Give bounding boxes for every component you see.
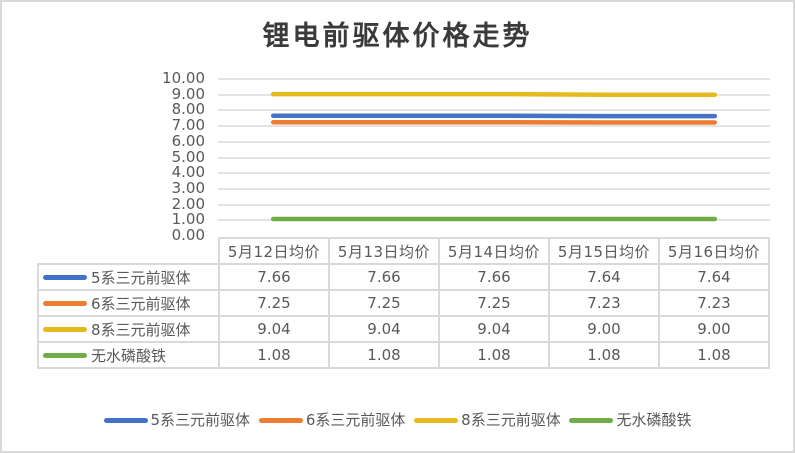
y-tick-label: 4.00 xyxy=(171,163,205,182)
table-cell: 7.23 xyxy=(658,289,770,317)
column-header: 5月15日均价 xyxy=(548,237,660,265)
y-tick-label: 1.00 xyxy=(171,210,205,229)
y-tick-label: 2.00 xyxy=(171,194,205,213)
table-cell: 1.08 xyxy=(438,341,550,369)
gridline xyxy=(218,156,770,159)
gridline xyxy=(218,109,770,112)
y-tick-label: 5.00 xyxy=(171,147,205,166)
legend-item: 5系三元前驱体 xyxy=(103,409,251,430)
series-swatch-icon xyxy=(43,274,87,280)
row-header: 8系三元前驱体 xyxy=(37,315,220,343)
legend-label: 无水磷酸铁 xyxy=(616,411,692,429)
row-label: 8系三元前驱体 xyxy=(91,320,191,339)
table-cell: 9.04 xyxy=(218,315,330,343)
table-cell: 1.08 xyxy=(548,341,660,369)
legend-label: 8系三元前驱体 xyxy=(461,411,561,429)
y-tick-label: 9.00 xyxy=(171,84,205,103)
gridline xyxy=(218,172,770,175)
row-label: 6系三元前驱体 xyxy=(91,294,191,313)
table-cell: 9.04 xyxy=(438,315,550,343)
column-header: 5月12日均价 xyxy=(218,237,330,265)
table-row: 5系三元前驱体 7.66 7.66 7.66 7.64 7.64 xyxy=(37,263,770,291)
row-header: 5系三元前驱体 xyxy=(37,263,220,291)
legend-swatch-icon xyxy=(569,418,614,423)
series-swatch-icon xyxy=(43,300,87,306)
table-cell: 1.08 xyxy=(328,341,440,369)
table-cell: 7.25 xyxy=(438,289,550,317)
y-tick-label: 6.00 xyxy=(171,131,205,150)
row-label: 无水磷酸铁 xyxy=(91,346,167,365)
gridline xyxy=(218,140,770,143)
gridline xyxy=(218,203,770,206)
legend-swatch-icon xyxy=(258,418,303,423)
legend-swatch-icon xyxy=(103,418,148,423)
table-row: 无水磷酸铁 1.08 1.08 1.08 1.08 1.08 xyxy=(37,341,770,369)
series-swatch-icon xyxy=(43,352,87,358)
data-table: 5月12日均价 5月13日均价 5月14日均价 5月15日均价 5月16日均价 … xyxy=(37,237,770,369)
data-table-header-row: 5月12日均价 5月13日均价 5月14日均价 5月15日均价 5月16日均价 xyxy=(38,237,770,265)
y-tick-label: 8.00 xyxy=(171,100,205,119)
series-line xyxy=(270,91,718,97)
legend-item: 无水磷酸铁 xyxy=(569,409,692,430)
row-header: 无水磷酸铁 xyxy=(37,341,220,369)
y-tick-label: 10.00 xyxy=(162,69,205,87)
table-cell: 7.64 xyxy=(548,263,660,291)
table-cell: 7.64 xyxy=(658,263,770,291)
table-cell: 7.23 xyxy=(548,289,660,317)
legend-item: 8系三元前驱体 xyxy=(414,409,561,430)
table-cell: 1.08 xyxy=(658,341,770,369)
table-cell: 9.00 xyxy=(658,315,770,343)
table-row: 6系三元前驱体 7.25 7.25 7.25 7.23 7.23 xyxy=(37,289,770,317)
table-cell: 7.66 xyxy=(328,263,440,291)
row-label: 5系三元前驱体 xyxy=(91,268,191,287)
table-cell: 7.25 xyxy=(328,289,440,317)
column-header: 5月16日均价 xyxy=(658,237,770,265)
table-cell: 7.66 xyxy=(218,263,330,291)
column-header: 5月13日均价 xyxy=(328,237,440,265)
gridline xyxy=(218,78,770,80)
gridline xyxy=(218,187,770,190)
legend-label: 6系三元前驱体 xyxy=(305,411,406,429)
chart-title: 锂电前驱体价格走势 xyxy=(262,21,533,52)
legend-label: 5系三元前驱体 xyxy=(150,411,251,429)
y-tick-label: 3.00 xyxy=(171,178,205,197)
legend-item: 6系三元前驱体 xyxy=(258,409,406,430)
table-cell: 9.04 xyxy=(328,315,440,343)
legend-swatch-icon xyxy=(414,418,459,423)
chart-legend: 5系三元前驱体 6系三元前驱体 8系三元前驱体 无水磷酸铁 xyxy=(0,409,795,430)
gridline xyxy=(218,125,770,128)
table-row: 8系三元前驱体 9.04 9.04 9.04 9.00 9.00 xyxy=(37,315,770,343)
row-header: 6系三元前驱体 xyxy=(37,289,220,317)
y-tick-label: 7.00 xyxy=(171,116,205,135)
table-corner xyxy=(38,238,220,265)
series-swatch-icon xyxy=(43,326,87,332)
table-cell: 7.66 xyxy=(438,263,550,291)
table-cell: 1.08 xyxy=(218,341,330,369)
table-cell: 9.00 xyxy=(548,315,660,343)
column-header: 5月14日均价 xyxy=(438,237,550,265)
table-cell: 7.25 xyxy=(218,289,330,317)
